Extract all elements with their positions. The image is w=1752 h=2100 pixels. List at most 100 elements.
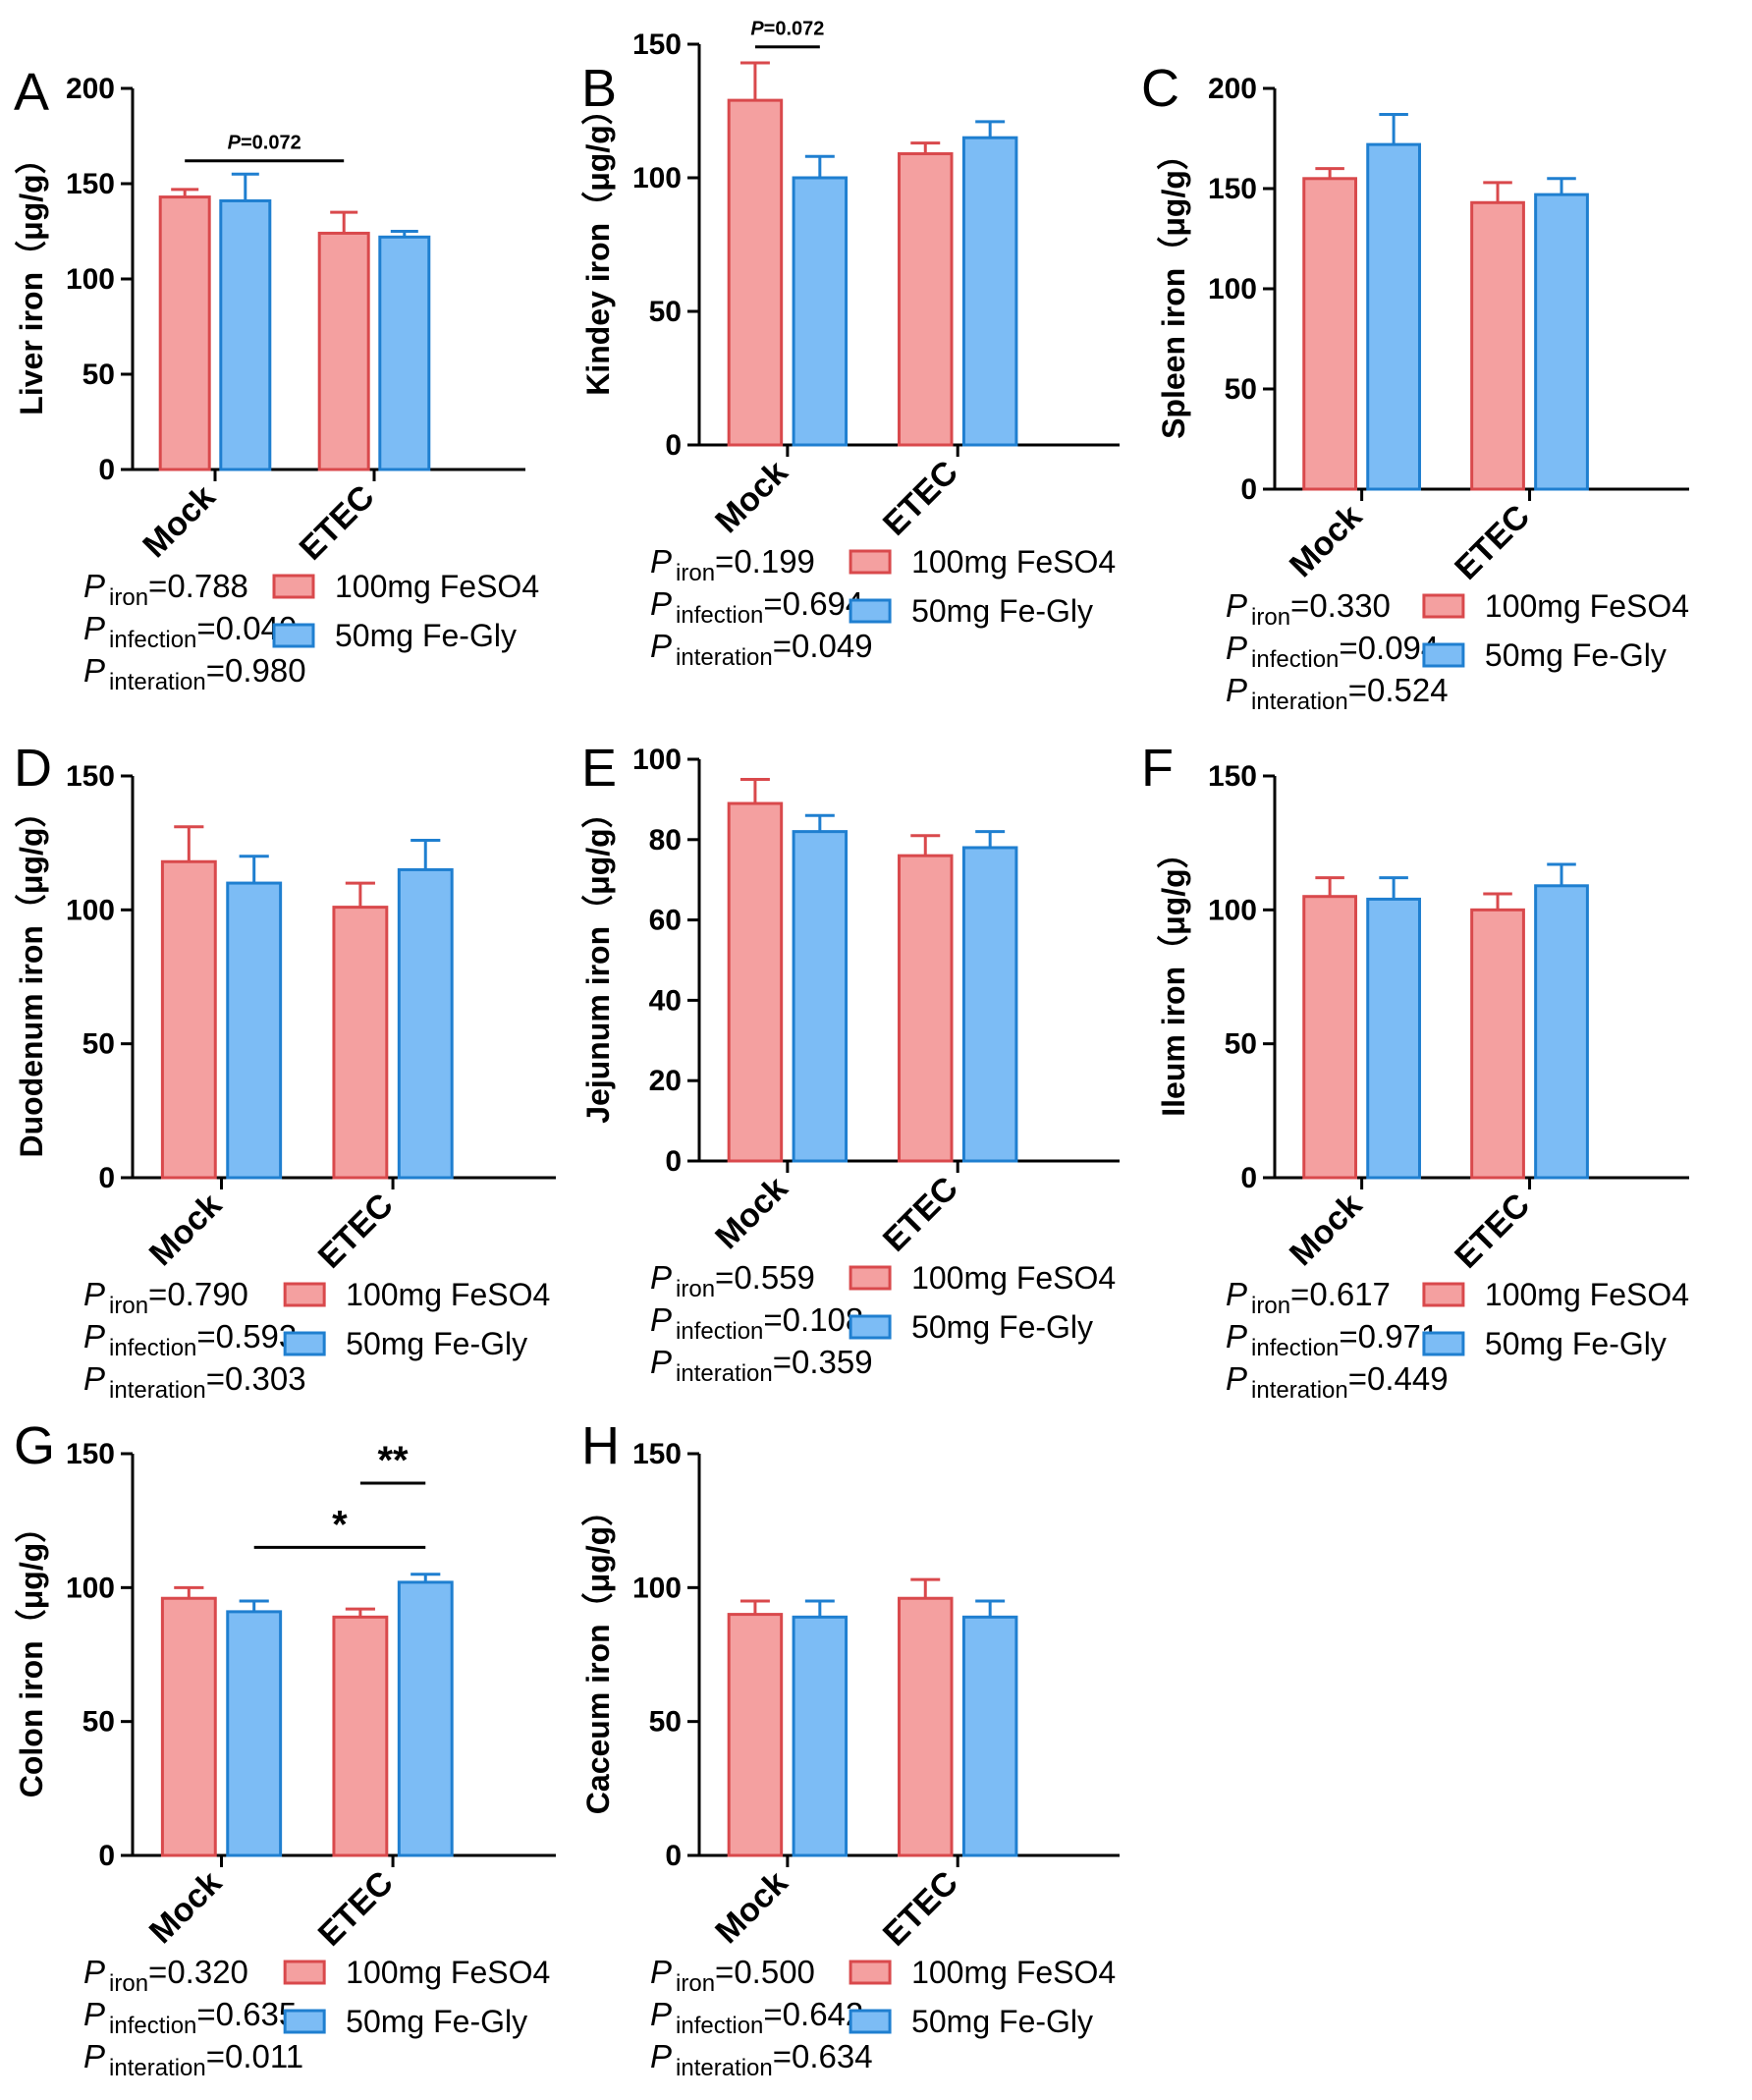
bar-feso4-mock [1302, 177, 1358, 491]
y-tick-label: 0 [665, 1145, 682, 1178]
bar-feso4-mock [727, 1613, 784, 1857]
y-tick-label: 150 [1208, 173, 1257, 205]
bar-fegly-etec [1534, 884, 1589, 1180]
bar-feso4-mock [160, 859, 217, 1180]
legend-swatch-fegly [283, 2009, 326, 2034]
legend-swatch-feso4 [849, 1265, 892, 1291]
legend-swatch-feso4 [283, 1960, 326, 1985]
y-tick-label: 50 [649, 296, 682, 328]
bar-feso4-mock [160, 1596, 217, 1857]
y-tick-label: 200 [1208, 73, 1257, 105]
bar-fegly-etec [378, 235, 431, 471]
legend-label-feso4: 100mg FeSO4 [911, 1955, 1116, 1990]
panel-a: A Liver iron（μg/g） 0 50 100 150 200 Mock ETEC P=0… [14, 63, 539, 695]
legend-swatch-fegly [849, 1314, 892, 1340]
bar-fegly-mock [792, 830, 849, 1163]
y-tick-label: 150 [66, 1438, 115, 1470]
category-label-etec: ETEC [293, 478, 382, 568]
significance-label: P=0.072 [228, 133, 301, 154]
legend-swatch-feso4 [849, 549, 892, 575]
bar-feso4-etec [332, 906, 389, 1180]
legend-label-feso4: 100mg FeSO4 [911, 1260, 1116, 1296]
category-label-etec: ETEC [311, 1187, 401, 1276]
legend-label-fegly: 50mg Fe-Gly [1485, 1326, 1667, 1361]
y-axis-label: Duodenum iron（μg/g） [14, 797, 49, 1158]
category-label-mock: Mock [1283, 1187, 1369, 1273]
legend-label-feso4: 100mg FeSO4 [346, 1955, 550, 1990]
bar-feso4-etec [1470, 200, 1525, 491]
y-tick-label: 150 [632, 28, 682, 61]
bar-fegly-etec [961, 1615, 1018, 1857]
category-label-etec: ETEC [311, 1864, 401, 1954]
y-tick-label: 100 [1208, 273, 1257, 305]
legend-label-fegly: 50mg Fe-Gly [346, 1326, 527, 1361]
bar-fegly-mock [226, 1610, 283, 1857]
y-axis-label: Caceum iron（μg/g） [580, 1495, 616, 1814]
category-label-mock: Mock [142, 1187, 229, 1273]
bar-fegly-etec [961, 846, 1018, 1163]
y-tick-label: 40 [649, 984, 682, 1017]
category-label-etec: ETEC [1448, 498, 1537, 587]
bar-feso4-etec [898, 152, 954, 447]
y-axis-label: Colon iron（μg/g） [14, 1512, 49, 1798]
bar-fegly-etec [397, 867, 454, 1180]
bar-fegly-mock [1366, 897, 1421, 1180]
category-label-mock: Mock [708, 1864, 794, 1951]
y-tick-label: 50 [82, 1706, 115, 1739]
legend-label-feso4: 100mg FeSO4 [1485, 1277, 1689, 1312]
y-tick-label: 0 [1240, 1162, 1257, 1194]
legend-label-fegly: 50mg Fe-Gly [911, 2004, 1093, 2039]
y-tick-label: 0 [98, 1162, 115, 1194]
legend-swatch-feso4 [1422, 593, 1465, 619]
category-label-mock: Mock [1283, 498, 1369, 584]
legend-swatch-fegly [849, 2009, 892, 2034]
y-tick-label: 150 [632, 1438, 682, 1470]
legend-swatch-fegly [1422, 642, 1465, 668]
bar-feso4-etec [898, 1596, 954, 1857]
y-tick-label: 150 [1208, 760, 1257, 793]
panel-f: F Ileum iron（μg/g） 0 50 100 150 Mock ETEC P iron=… [1141, 739, 1689, 1404]
y-tick-label: 200 [66, 73, 115, 105]
bar-fegly-mock [226, 881, 283, 1180]
bar-feso4-mock [727, 801, 784, 1163]
bar-feso4-etec [1470, 908, 1525, 1180]
legend-label-feso4: 100mg FeSO4 [911, 544, 1116, 580]
legend-label-feso4: 100mg FeSO4 [335, 569, 539, 604]
y-tick-label: 100 [632, 162, 682, 194]
y-tick-label: 50 [1225, 373, 1257, 406]
significance-label: ** [377, 1439, 409, 1482]
category-label-mock: Mock [136, 478, 222, 565]
bar-feso4-mock [727, 98, 784, 447]
legend-label-fegly: 50mg Fe-Gly [335, 618, 517, 653]
bar-fegly-mock [1366, 142, 1421, 491]
y-tick-label: 0 [98, 454, 115, 486]
y-tick-label: 100 [632, 744, 682, 776]
y-axis-label: Kindey iron（μg/g） [580, 93, 616, 396]
y-tick-label: 100 [1208, 894, 1257, 926]
bar-fegly-mock [219, 198, 272, 471]
panel-h: H Caceum iron（μg/g） 0 50 100 150 Mock ETEC P iron… [580, 1416, 1120, 2081]
bar-fegly-etec [1534, 193, 1589, 491]
y-axis-label: Liver iron（μg/g） [14, 142, 49, 414]
y-tick-label: 0 [665, 429, 682, 462]
category-label-etec: ETEC [876, 1170, 965, 1259]
legend-swatch-fegly [849, 598, 892, 624]
bar-feso4-etec [317, 231, 370, 471]
bar-feso4-etec [898, 854, 954, 1163]
